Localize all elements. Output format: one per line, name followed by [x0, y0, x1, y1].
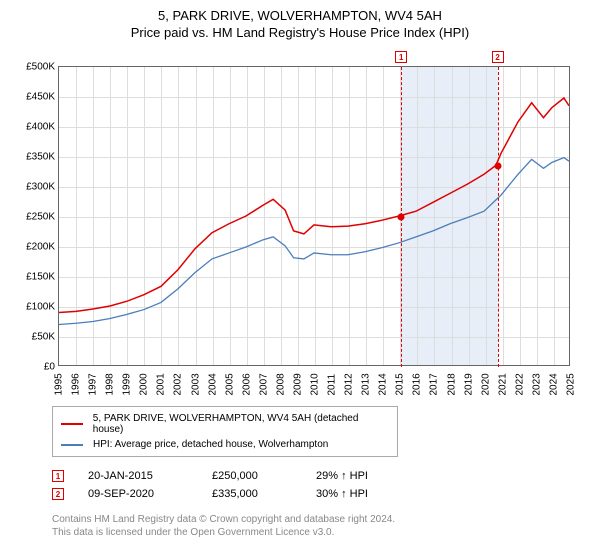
- legend-label: HPI: Average price, detached house, Wolv…: [93, 439, 328, 450]
- chart: £0 £50K £100K £150K £200K £250K £300K £350K £400…: [14, 48, 586, 398]
- x-axis-label: 2024: [548, 380, 559, 396]
- y-axis-label: £150K: [17, 272, 55, 283]
- x-axis-label: 1998: [105, 380, 116, 396]
- x-axis-label: 2014: [378, 380, 389, 396]
- x-axis-label: 2009: [292, 380, 303, 396]
- legend: 5, PARK DRIVE, WOLVERHAMPTON, WV4 5AH (d…: [52, 406, 398, 457]
- sale-diff: 29% ↑ HPI: [316, 470, 368, 482]
- x-axis-label: 2023: [531, 380, 542, 396]
- sale-row: 2 09-SEP-2020 £335,000 30% ↑ HPI: [52, 485, 586, 503]
- x-axis-label: 2013: [361, 380, 372, 396]
- x-axis-label: 2000: [139, 380, 150, 396]
- y-axis-label: £100K: [17, 302, 55, 313]
- x-axis-label: 2015: [395, 380, 406, 396]
- x-axis-label: 2020: [480, 380, 491, 396]
- x-axis-label: 2003: [190, 380, 201, 396]
- x-axis-label: 2008: [275, 380, 286, 396]
- x-axis-label: 2004: [207, 380, 218, 396]
- legend-item: 5, PARK DRIVE, WOLVERHAMPTON, WV4 5AH (d…: [61, 411, 389, 437]
- y-axis-label: £350K: [17, 152, 55, 163]
- marker-box-icon: 1: [395, 51, 407, 63]
- x-axis-label: 1999: [122, 380, 133, 396]
- sales-table: 1 20-JAN-2015 £250,000 29% ↑ HPI 2 09-SE…: [52, 467, 586, 503]
- sale-price: £250,000: [212, 470, 292, 482]
- x-axis-label: 1995: [54, 380, 65, 396]
- sale-date: 09-SEP-2020: [88, 488, 188, 500]
- series-line: [59, 98, 569, 313]
- line-svg: [59, 67, 569, 365]
- legend-swatch: [61, 423, 83, 425]
- footer-line: This data is licensed under the Open Gov…: [52, 526, 586, 539]
- x-axis-label: 2021: [497, 380, 508, 396]
- x-axis-label: 1996: [71, 380, 82, 396]
- title-sub: Price paid vs. HM Land Registry's House …: [14, 25, 586, 40]
- x-axis-label: 2022: [514, 380, 525, 396]
- series-line: [59, 158, 569, 325]
- footer: Contains HM Land Registry data © Crown c…: [52, 513, 586, 539]
- sale-row: 1 20-JAN-2015 £250,000 29% ↑ HPI: [52, 467, 586, 485]
- x-axis-label: 2002: [173, 380, 184, 396]
- plot-area: £0£50K£100K£150K£200K£250K£300K£350K£400…: [58, 66, 570, 366]
- y-axis-label: £300K: [17, 182, 55, 193]
- legend-item: HPI: Average price, detached house, Wolv…: [61, 437, 389, 452]
- x-axis-label: 2011: [327, 380, 338, 396]
- x-axis-label: 2005: [224, 380, 235, 396]
- sale-marker-icon: 1: [52, 470, 64, 482]
- y-axis-label: £450K: [17, 92, 55, 103]
- sale-marker-icon: 2: [52, 488, 64, 500]
- sale-point-icon: [494, 163, 501, 170]
- x-axis-label: 2017: [429, 380, 440, 396]
- x-axis-label: 2006: [241, 380, 252, 396]
- marker-box-icon: 2: [492, 51, 504, 63]
- sale-price: £335,000: [212, 488, 292, 500]
- sale-point-icon: [398, 214, 405, 221]
- x-axis-label: 2019: [463, 380, 474, 396]
- footer-line: Contains HM Land Registry data © Crown c…: [52, 513, 586, 526]
- y-axis-label: £400K: [17, 122, 55, 133]
- x-axis-label: 2007: [258, 380, 269, 396]
- chart-title-block: 5, PARK DRIVE, WOLVERHAMPTON, WV4 5AH Pr…: [14, 8, 586, 40]
- x-axis-label: 1997: [88, 380, 99, 396]
- sale-date: 20-JAN-2015: [88, 470, 188, 482]
- x-axis-label: 2025: [566, 380, 577, 396]
- x-axis-label: 2001: [156, 380, 167, 396]
- y-axis-label: £50K: [17, 332, 55, 343]
- title-main: 5, PARK DRIVE, WOLVERHAMPTON, WV4 5AH: [14, 8, 586, 23]
- y-axis-label: £200K: [17, 242, 55, 253]
- y-axis-label: £0: [17, 362, 55, 373]
- y-axis-label: £250K: [17, 212, 55, 223]
- x-axis-label: 2016: [412, 380, 423, 396]
- legend-swatch: [61, 444, 83, 446]
- sale-diff: 30% ↑ HPI: [316, 488, 368, 500]
- y-axis-label: £500K: [17, 62, 55, 73]
- legend-label: 5, PARK DRIVE, WOLVERHAMPTON, WV4 5AH (d…: [93, 413, 389, 435]
- x-axis-label: 2018: [446, 380, 457, 396]
- x-axis-label: 2010: [310, 380, 321, 396]
- x-axis-label: 2012: [344, 380, 355, 396]
